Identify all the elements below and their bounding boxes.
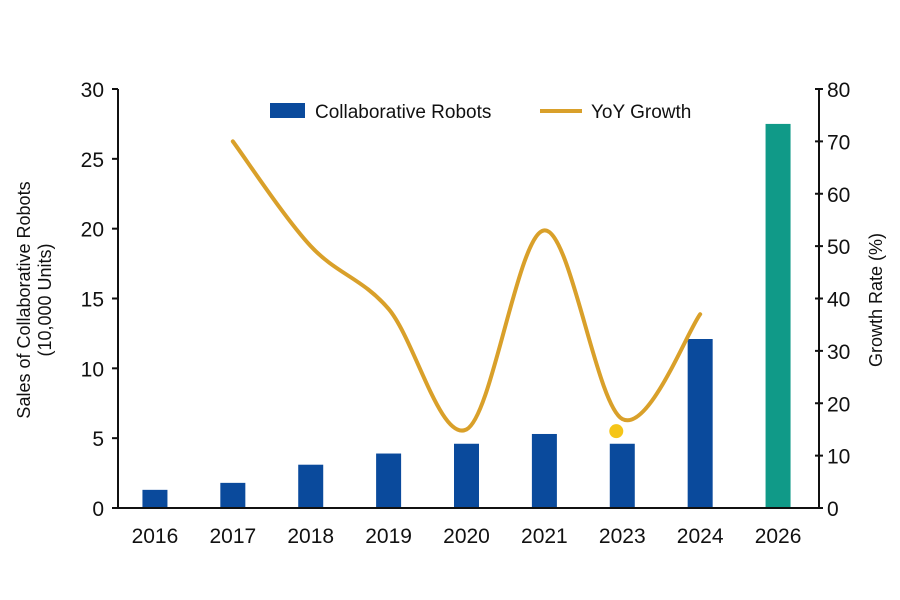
right-tick-label: 40 [827, 289, 850, 312]
left-axis-title-line2: (10,000 Units) [35, 243, 55, 356]
left-tick-label: 25 [81, 149, 104, 172]
x-axis: 2016 2017 2018 2019 2020 2021 2023 2024 2026 [118, 507, 819, 548]
x-tick-label-2024: 2024 [677, 525, 724, 548]
bar-2021 [531, 433, 557, 508]
x-tick-label-2017: 2017 [209, 525, 256, 548]
legend: Collaborative Robots YoY Growth [270, 102, 691, 123]
right-tick-label: 30 [827, 341, 850, 364]
bar-2023 [609, 443, 635, 508]
legend-label-collaborative-robots: Collaborative Robots [315, 102, 491, 123]
left-y-axis: 0 5 10 15 20 25 30 [81, 79, 119, 521]
bar-series-collaborative-robots [142, 123, 791, 509]
bar-2019 [376, 453, 402, 508]
left-tick-label: 30 [81, 79, 104, 102]
right-tick-label: 50 [827, 236, 850, 259]
bar-2024 [687, 339, 713, 508]
left-tick-label: 15 [81, 289, 104, 312]
x-tick-label-2018: 2018 [287, 525, 334, 548]
right-tick-label: 20 [827, 393, 850, 416]
left-axis-title: Sales of Collaborative Robots [14, 181, 34, 418]
right-tick-label: 70 [827, 131, 850, 154]
left-tick-label: 20 [81, 219, 104, 242]
left-tick-label: 5 [92, 428, 104, 451]
right-tick-label: 10 [827, 446, 850, 469]
left-tick-label: 0 [92, 498, 104, 521]
x-tick-label-2021: 2021 [521, 525, 568, 548]
x-tick-label-2023: 2023 [599, 525, 646, 548]
x-tick-label-2026: 2026 [755, 525, 802, 548]
right-y-axis: 0 10 20 30 40 50 60 70 80 [815, 79, 850, 521]
right-tick-label: 0 [827, 498, 839, 521]
x-tick-label-2016: 2016 [132, 525, 179, 548]
left-tick-label: 10 [81, 358, 104, 381]
right-tick-label: 80 [827, 79, 850, 102]
line-series-yoy-growth [230, 139, 703, 433]
left-axis-title-line1: Sales of Collaborative Robots [14, 181, 34, 418]
bar-2016 [142, 489, 168, 508]
bar-2020 [454, 443, 479, 508]
right-tick-label: 60 [827, 184, 850, 207]
legend-swatch-bar [270, 103, 305, 118]
left-axis-title-2: (10,000 Units) [35, 243, 55, 356]
right-axis-title: Growth Rate (%) [866, 233, 886, 367]
legend-label-yoy-growth: YoY Growth [591, 102, 691, 123]
x-tick-label-2019: 2019 [365, 525, 412, 548]
annotation-dot [609, 424, 624, 439]
bar-2018 [298, 464, 324, 508]
bar-2017 [220, 482, 246, 508]
bar-2026 [765, 123, 791, 509]
x-tick-label-2020: 2020 [443, 525, 490, 548]
